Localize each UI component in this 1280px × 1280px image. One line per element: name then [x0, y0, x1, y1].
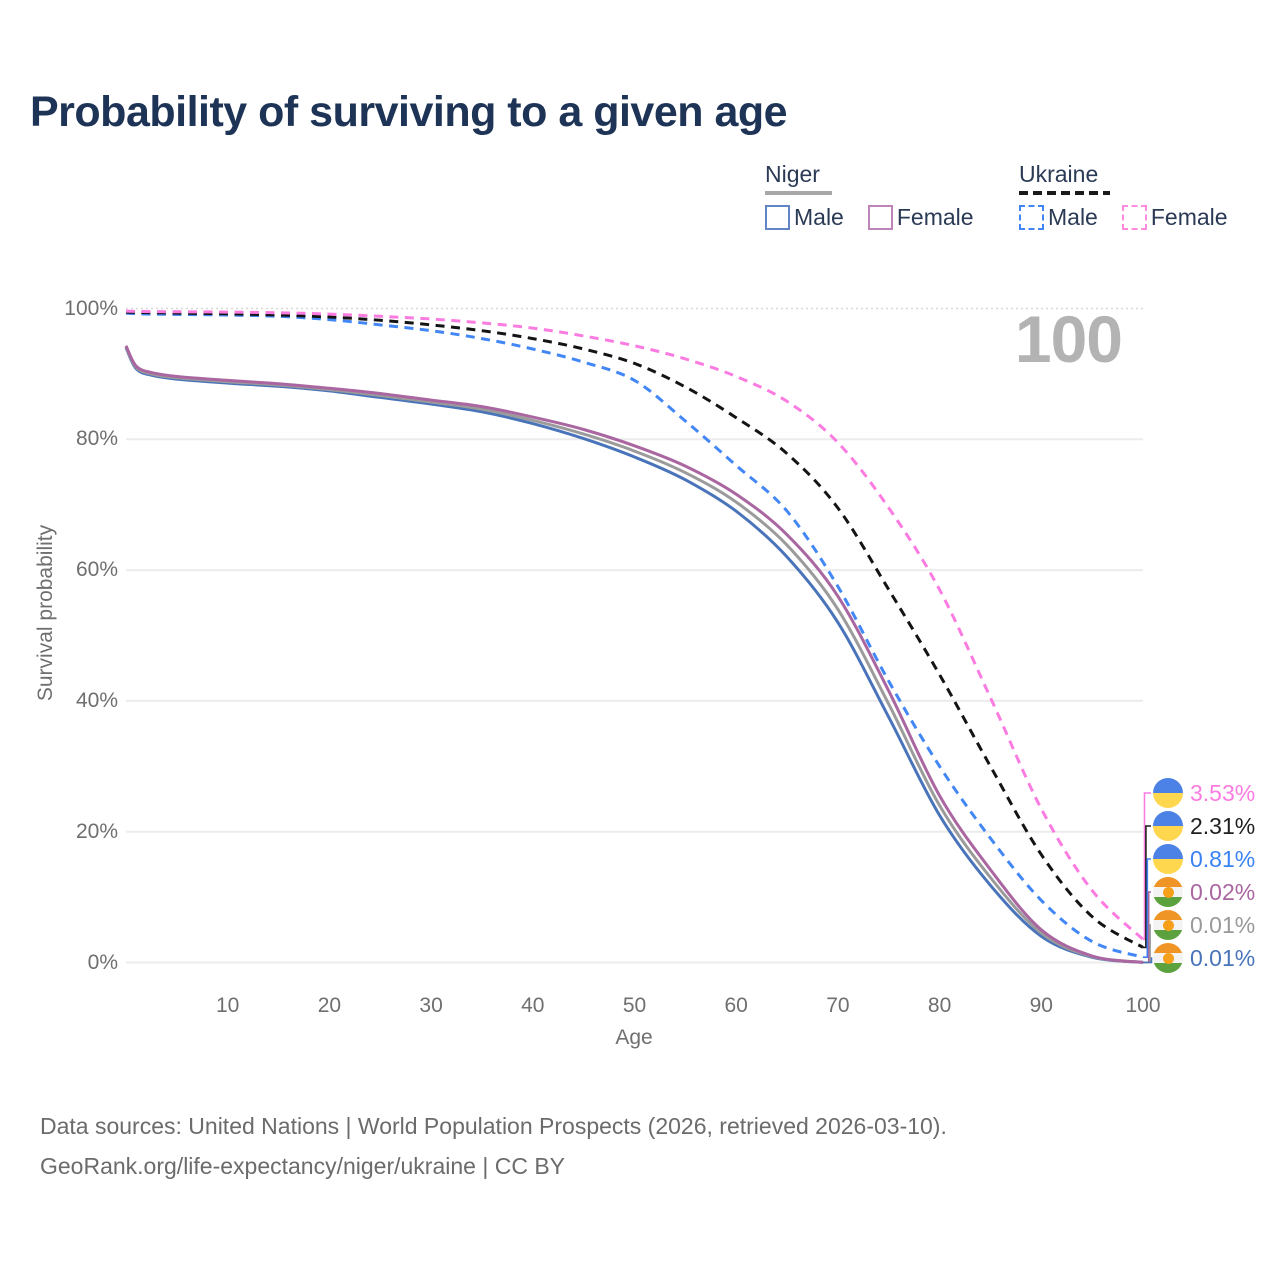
x-tick-40: 40	[521, 994, 545, 1017]
x-tick-90: 90	[1029, 994, 1053, 1017]
legend-group-niger: Niger Male Female	[765, 161, 974, 231]
x-tick-100: 100	[1125, 994, 1161, 1017]
end-value-ukraine-male: 0.81%	[1190, 846, 1256, 872]
legend-label-ukraine-female[interactable]: Female	[1150, 204, 1228, 230]
leader-line-ukraine-male	[1143, 858, 1151, 958]
y-tick-20: 20%	[75, 819, 118, 843]
curve-ukraine-both	[125, 310, 1144, 949]
end-value-ukraine-female: 3.53%	[1190, 780, 1256, 806]
footer-data-sources: Data sources: United Nations | World Pop…	[40, 1113, 947, 1139]
footer-attribution: GeoRank.org/life-expectancy/niger/ukrain…	[40, 1153, 566, 1179]
legend-ukraine-linestyle-sample	[1019, 191, 1110, 195]
x-tick-50: 50	[622, 994, 647, 1017]
legend-niger-title: Niger	[765, 161, 820, 187]
checkbox-niger-female[interactable]	[867, 205, 893, 230]
end-value-niger-both: 0.01%	[1190, 912, 1256, 938]
end-value-niger-female: 0.02%	[1190, 879, 1256, 905]
niger-flag-icon	[1153, 943, 1183, 973]
x-tick-80: 80	[927, 994, 952, 1017]
y-axis-title: Survival probability	[34, 524, 57, 702]
leader-line-ukraine-both	[1143, 825, 1151, 949]
y-tick-0: 0%	[87, 950, 118, 974]
curve-ukraine-female	[125, 309, 1145, 941]
legend-label-ukraine-male[interactable]: Male	[1048, 204, 1098, 230]
y-tick-80: 80%	[75, 427, 118, 451]
x-tick-70: 70	[826, 994, 850, 1017]
x-tick-10: 10	[216, 994, 240, 1017]
hover-age-watermark: 100	[1014, 302, 1123, 376]
legend-group-ukraine: Ukraine Male Female	[1019, 161, 1228, 231]
y-tick-100: 100%	[64, 296, 118, 320]
checkbox-ukraine-male[interactable]	[1019, 205, 1044, 230]
leader-line-ukraine-female	[1143, 792, 1151, 941]
curve-niger-female	[124, 345, 1144, 964]
end-value-niger-male: 0.01%	[1190, 945, 1256, 971]
checkbox-ukraine-female[interactable]	[1121, 205, 1147, 230]
x-tick-60: 60	[724, 994, 748, 1017]
y-tick-60: 60%	[75, 558, 118, 582]
curve-ukraine-male	[125, 311, 1144, 959]
legend-label-niger-male[interactable]: Male	[794, 204, 844, 230]
y-tick-40: 40%	[75, 688, 118, 712]
checkbox-niger-male[interactable]	[765, 205, 790, 230]
ukraine-flag-icon	[1153, 811, 1183, 841]
niger-flag-icon	[1153, 910, 1183, 940]
chart-title: Probability of surviving to a given age	[30, 88, 788, 136]
leader-line-niger-male	[1143, 957, 1153, 964]
x-axis-title: Age	[615, 1026, 653, 1049]
legend-niger-linestyle-sample	[765, 191, 832, 195]
niger-flag-icon	[1153, 877, 1183, 907]
legend-label-niger-female[interactable]: Female	[896, 204, 974, 230]
end-value-ukraine-both: 2.31%	[1190, 813, 1256, 839]
ukraine-flag-icon	[1153, 844, 1183, 874]
x-tick-30: 30	[419, 994, 443, 1017]
footer: Data sources: United Nations | World Pop…	[40, 1106, 947, 1186]
ukraine-flag-icon	[1153, 778, 1183, 808]
legend-ukraine-title: Ukraine	[1019, 161, 1099, 187]
x-tick-20: 20	[317, 994, 342, 1017]
